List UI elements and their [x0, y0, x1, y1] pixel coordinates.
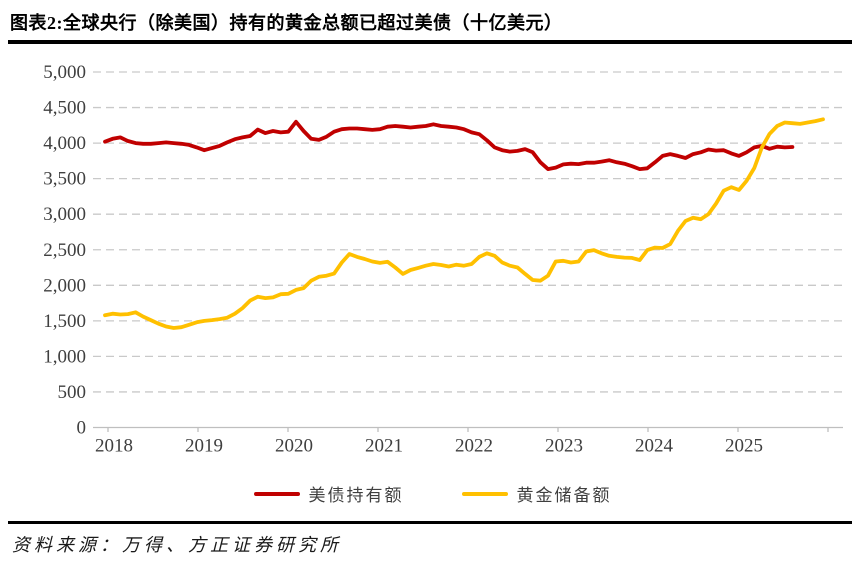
y-tick-label-2500: 2,500 — [43, 240, 86, 261]
y-tick-label-4500: 4,500 — [43, 98, 86, 119]
source-note: 资料来源：万得、方正证券研究所 — [12, 535, 342, 555]
x-tick-label-2018: 2018 — [95, 436, 133, 457]
gold-line — [103, 117, 825, 330]
x-tick-label-2024: 2024 — [635, 436, 674, 457]
title-divider-rule — [8, 40, 852, 44]
chart-legend: 美债持有额 黄金储备额 — [0, 481, 865, 506]
gold-line-swatch — [461, 491, 508, 496]
legend-label-treasury: 美债持有额 — [308, 486, 404, 505]
legend-label-gold: 黄金储备额 — [516, 486, 612, 505]
legend-item-gold: 黄金储备额 — [461, 481, 612, 506]
y-tick-label-1500: 1,500 — [43, 311, 86, 332]
legend-item-treasury: 美债持有额 — [253, 481, 404, 506]
figure-title: 图表2:全球央行（除美国）持有的黄金总额已超过美债（十亿美元） — [10, 13, 563, 33]
y-tick-label-500: 500 — [58, 382, 87, 403]
x-tick-label-2022: 2022 — [455, 436, 493, 457]
y-tick-label-0: 0 — [77, 418, 87, 439]
y-tick-label-2000: 2,000 — [43, 275, 86, 296]
x-tick-label-2019: 2019 — [185, 436, 223, 457]
x-tick-label-2025: 2025 — [725, 436, 763, 457]
y-tick-label-1000: 1,000 — [43, 346, 86, 367]
x-tick-label-2023: 2023 — [545, 436, 583, 457]
y-tick-label-4000: 4,000 — [43, 133, 86, 154]
footer-divider-rule — [8, 521, 852, 524]
y-tick-label-5000: 5,000 — [43, 62, 86, 83]
y-tick-label-3500: 3,500 — [43, 169, 86, 190]
y-tick-label-3000: 3,000 — [43, 204, 86, 225]
x-tick-label-2020: 2020 — [275, 436, 313, 457]
x-tick-label-2021: 2021 — [365, 436, 403, 457]
treasury-line-swatch — [253, 491, 300, 496]
treasury-line — [103, 119, 795, 172]
